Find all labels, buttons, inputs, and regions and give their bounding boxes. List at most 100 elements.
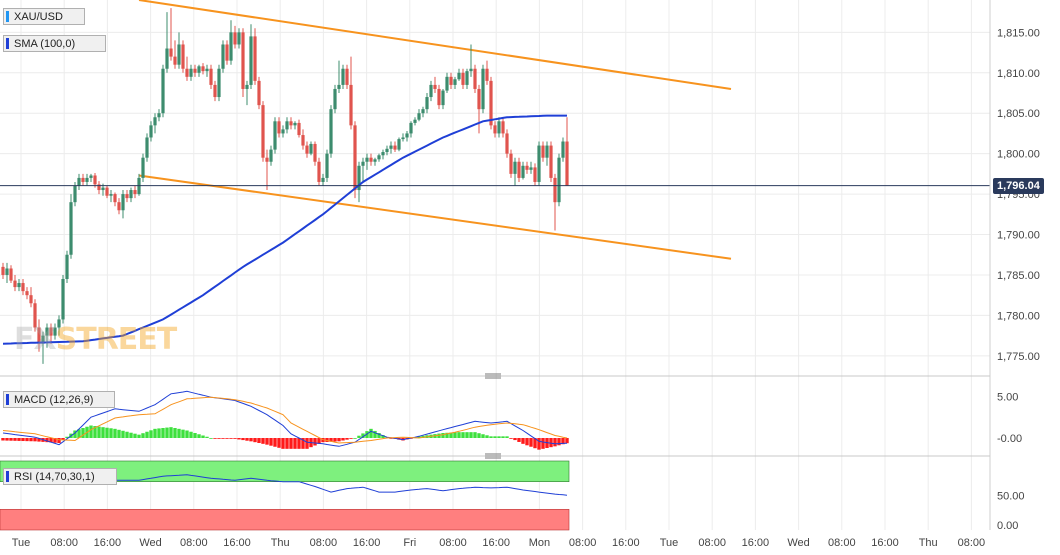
macd-histogram-bar: [29, 438, 33, 442]
macd-histogram-bar: [481, 434, 485, 438]
macd-histogram-bar: [281, 438, 285, 449]
candle: [365, 153, 369, 170]
candle-body: [497, 121, 501, 134]
x-tick-label: 08:00: [958, 537, 986, 549]
candle-body: [401, 137, 405, 140]
candle-body: [461, 72, 465, 85]
panel-dividers[interactable]: [0, 373, 990, 459]
symbol-label: XAU/USD: [14, 11, 63, 23]
candle: [357, 161, 361, 203]
macd-histogram-bar: [493, 436, 497, 438]
candle-body: [529, 167, 533, 170]
candle-body: [217, 68, 221, 98]
candle: [269, 145, 273, 166]
candle: [213, 80, 217, 102]
candle-body: [177, 44, 181, 65]
candle-body: [113, 194, 117, 203]
candle-body: [453, 79, 457, 85]
candle-body: [5, 268, 9, 275]
macd-histogram-bar: [213, 438, 217, 439]
candle-body: [289, 121, 293, 126]
candle: [301, 129, 305, 150]
macd-histogram-bar: [121, 430, 125, 438]
candle: [533, 163, 537, 186]
macd-histogram-bar: [137, 434, 141, 438]
rsi-oversold-band: [0, 508, 570, 531]
macd-histogram-bar: [197, 434, 201, 438]
candle: [425, 93, 429, 114]
price-tick-label: 1,815.00: [997, 27, 1040, 39]
macd-histogram-bar: [501, 436, 505, 438]
candle: [245, 80, 249, 106]
candle: [305, 141, 309, 158]
candle: [461, 68, 465, 89]
candle: [337, 60, 341, 93]
candle-body: [53, 327, 57, 336]
macd-histogram-bar: [505, 436, 509, 438]
macd-histogram-bar: [13, 438, 17, 441]
candle: [185, 56, 189, 81]
candle: [345, 64, 349, 89]
candle-body: [369, 157, 373, 162]
macd-histogram-bar: [113, 428, 117, 438]
candle: [317, 157, 321, 186]
candles[interactable]: [1, 8, 569, 364]
candle: [493, 121, 497, 138]
candle: [177, 32, 181, 69]
macd-histogram-bar: [117, 429, 121, 438]
macd-panel[interactable]: 5.00 -0.00: [1, 390, 1022, 450]
candle: [285, 117, 289, 134]
macd-histogram-bar: [389, 438, 393, 439]
candle-body: [245, 84, 249, 89]
candle: [41, 331, 45, 364]
macd-tag[interactable]: MACD (12,26,9): [3, 391, 115, 408]
resize-handle[interactable]: [485, 373, 501, 379]
candle: [333, 84, 337, 114]
x-tick-label: Fri: [403, 537, 416, 549]
macd-histogram-bar: [205, 436, 209, 438]
candle: [61, 274, 65, 324]
candle: [537, 141, 541, 186]
candle: [325, 149, 329, 182]
candle-body: [325, 153, 329, 178]
macd-histogram-bar: [149, 430, 153, 438]
candle-body: [413, 119, 417, 123]
candle: [33, 299, 37, 332]
macd-histogram-bar: [21, 438, 25, 442]
candle: [273, 117, 277, 154]
resize-handle[interactable]: [485, 453, 501, 459]
candle: [445, 72, 449, 93]
macd-histogram-bar: [377, 433, 381, 438]
candle: [421, 106, 425, 118]
candle-body: [329, 109, 333, 154]
watermark-logo: FXSTREET: [14, 322, 177, 357]
candle: [169, 8, 173, 61]
macd-tick-label: -0.00: [997, 433, 1022, 445]
macd-histogram-bar: [333, 438, 337, 442]
candle: [237, 28, 241, 49]
candle-body: [301, 135, 305, 146]
candle-body: [233, 32, 237, 45]
symbol-tag[interactable]: XAU/USD: [3, 8, 85, 25]
candle-body: [305, 145, 309, 154]
candle-body: [93, 175, 97, 185]
macd-histogram-bar: [177, 428, 181, 438]
x-tick-label: Mon: [529, 537, 550, 549]
macd-histogram-bar: [221, 438, 225, 439]
candle: [193, 64, 197, 77]
price-tick-label: 1,775.00: [997, 351, 1040, 363]
macd-histogram-bar: [217, 438, 221, 439]
candle-body: [81, 177, 85, 182]
candle-body: [29, 295, 33, 304]
candle-body: [277, 121, 281, 134]
rsi-tag[interactable]: RSI (14,70,30,1): [3, 468, 117, 485]
sma-tag[interactable]: SMA (100,0): [3, 35, 106, 52]
candle: [373, 157, 377, 166]
rsi-panel[interactable]: 50.00 0.00: [0, 460, 1025, 532]
candle: [201, 63, 205, 75]
x-tick-label: 08:00: [698, 537, 726, 549]
candle-body: [381, 152, 385, 156]
candle-body: [337, 84, 341, 89]
candle: [1, 262, 5, 279]
